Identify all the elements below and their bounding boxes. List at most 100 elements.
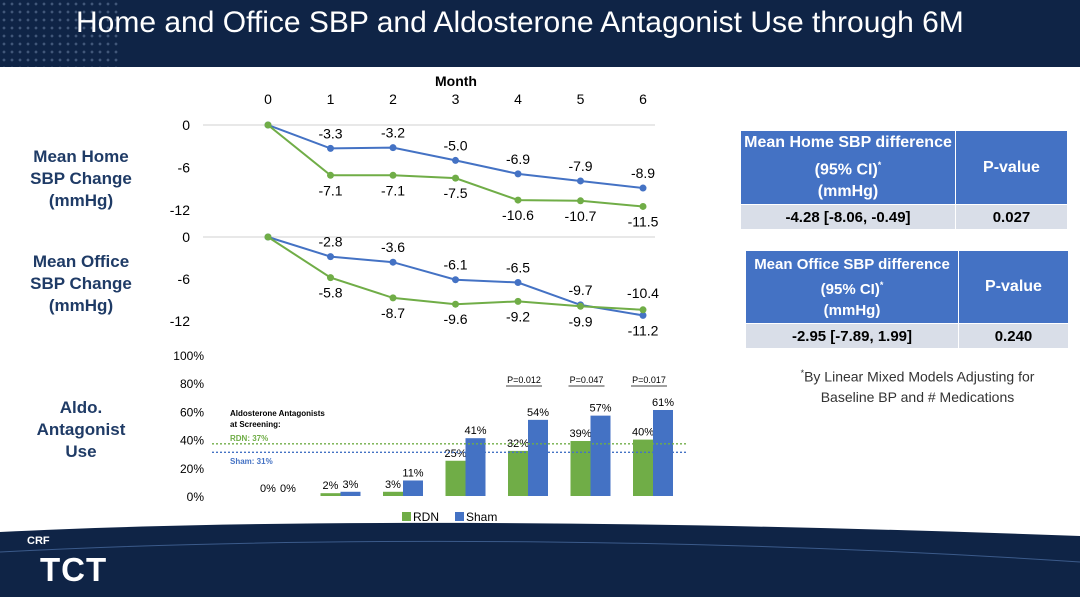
baseline-heading: Aldosterone Antagonists bbox=[230, 409, 325, 418]
bar-sham bbox=[590, 415, 611, 496]
bar-ytick-label: 0% bbox=[187, 490, 205, 504]
home-rdn-point bbox=[577, 197, 584, 205]
office-ytick-label: 0 bbox=[182, 229, 190, 245]
legend-rdn-swatch bbox=[402, 512, 411, 521]
tct-logo: TCT bbox=[40, 551, 108, 588]
bar-sham bbox=[528, 419, 548, 496]
office-rdn-data-label: -8.7 bbox=[381, 305, 405, 321]
home-rdn-point bbox=[389, 171, 397, 179]
month-tick-label: 6 bbox=[639, 91, 647, 107]
row-label-office: Mean Office SBP Change (mmHg) bbox=[30, 252, 132, 315]
row-label-home: Mean Home SBP Change (mmHg) bbox=[30, 147, 132, 210]
bar-rdn bbox=[445, 460, 466, 496]
home-sham-point bbox=[327, 144, 334, 152]
footer-wave-decoration bbox=[0, 522, 1080, 563]
month-tick-label: 3 bbox=[452, 91, 460, 107]
office-sham-data-label: -11.2 bbox=[628, 322, 659, 338]
office-sham-data-label: -3.6 bbox=[381, 239, 405, 255]
home-sham-data-label: -6.9 bbox=[506, 151, 530, 167]
header-bar bbox=[0, 0, 1080, 67]
crf-logo: CRF bbox=[27, 535, 50, 547]
office-sham-point bbox=[514, 279, 522, 286]
home-diff-value: -4.28 [-8.06, -0.49] bbox=[740, 204, 956, 231]
bar-sham-data-label: 3% bbox=[343, 479, 359, 491]
bar-sham-data-label: 41% bbox=[464, 425, 486, 437]
footnote-star: * bbox=[800, 368, 805, 378]
sham-baseline-label: Sham: 31% bbox=[230, 457, 273, 466]
office-sham-point bbox=[639, 311, 647, 319]
office-pvalue: 0.240 bbox=[958, 323, 1069, 349]
home-sham-point bbox=[577, 177, 584, 185]
office-header-text: Mean Office SBP difference (95% CI) bbox=[754, 255, 950, 298]
home-sbp-table: Mean Home SBP difference (95% CI)* (mmHg… bbox=[740, 129, 1068, 231]
home-pvalue: 0.027 bbox=[955, 204, 1068, 231]
home-rdn-data-label: -7.1 bbox=[318, 182, 342, 198]
office-table-header: Mean Office SBP difference (95% CI)* (mm… bbox=[745, 250, 959, 324]
pvalue-label: P=0.017 bbox=[632, 375, 666, 385]
office-sham-point bbox=[452, 276, 459, 284]
office-rdn-data-label: -10.4 bbox=[627, 285, 659, 301]
office-sbp-table: Mean Office SBP difference (95% CI)* (mm… bbox=[745, 250, 1069, 349]
office-sham-data-label: -6.1 bbox=[443, 257, 467, 273]
header-dots-decoration bbox=[0, 0, 120, 67]
home-sham-data-label: -7.9 bbox=[568, 158, 592, 174]
office-sham-point bbox=[389, 258, 397, 266]
office-ytick-label: -6 bbox=[178, 271, 191, 287]
bar-sham bbox=[403, 480, 423, 496]
month-tick-label: 4 bbox=[514, 91, 522, 107]
office-sham-data-label: -2.8 bbox=[318, 234, 342, 250]
month-tick-label: 0 bbox=[264, 91, 272, 107]
bar-sham-data-label: 11% bbox=[402, 467, 423, 479]
bar-rdn-data-label: 32% bbox=[507, 438, 529, 450]
home-rdn-data-label: -11.5 bbox=[628, 213, 659, 229]
home-rdn-data-label: -10.7 bbox=[565, 208, 597, 224]
home-rdn-data-label: -10.6 bbox=[502, 207, 534, 223]
home-ytick-label: -6 bbox=[178, 160, 191, 176]
bar-sham-data-label: 54% bbox=[527, 407, 549, 419]
bar-sham-data-label: 0% bbox=[280, 483, 296, 495]
bar-sham-data-label: 57% bbox=[589, 403, 611, 415]
bar-sham-data-label: 61% bbox=[652, 397, 674, 409]
office-rdn-point bbox=[577, 302, 584, 310]
office-rdn-point bbox=[639, 306, 647, 314]
office-rdn-data-label: -5.8 bbox=[318, 285, 342, 301]
bar-rdn-data-label: 3% bbox=[385, 479, 401, 491]
office-rdn-data-label: -9.2 bbox=[506, 308, 530, 324]
bar-ytick-label: 40% bbox=[180, 434, 204, 448]
home-rdn-point bbox=[264, 121, 272, 129]
row-label-aldo: Aldo. Antagonist Use bbox=[36, 398, 126, 461]
month-tick-label: 2 bbox=[389, 91, 397, 107]
office-header-star: * bbox=[879, 279, 884, 290]
baseline-heading-2: at Screening: bbox=[230, 420, 281, 429]
legend-sham-label: Sham bbox=[466, 510, 497, 524]
month-tick-label: 1 bbox=[327, 91, 335, 107]
office-rdn-data-label: -9.6 bbox=[443, 311, 467, 327]
bar-rdn bbox=[383, 491, 403, 496]
footnote-text: By Linear Mixed Models Adjusting for Bas… bbox=[804, 368, 1035, 405]
home-ytick-label: 0 bbox=[182, 117, 190, 133]
bar-rdn-data-label: 39% bbox=[569, 428, 591, 440]
home-rdn-point bbox=[327, 171, 334, 179]
home-sham-data-label: -3.2 bbox=[381, 125, 405, 141]
month-axis-title: Month bbox=[435, 73, 477, 89]
bar-rdn-data-label: 2% bbox=[323, 480, 339, 492]
home-sham-data-label: -5.0 bbox=[443, 137, 467, 153]
office-sham-data-label: -6.5 bbox=[506, 260, 530, 276]
bar-ytick-label: 60% bbox=[180, 405, 204, 419]
footer-bar bbox=[0, 522, 1080, 597]
office-rdn-point bbox=[452, 300, 459, 308]
office-rdn-point bbox=[264, 233, 272, 241]
home-sham-point bbox=[452, 156, 459, 164]
bar-rdn bbox=[633, 439, 653, 496]
pvalue-label: P=0.012 bbox=[507, 375, 541, 385]
office-sham-data-label: -9.7 bbox=[568, 282, 592, 298]
bar-sham bbox=[653, 409, 673, 496]
office-diff-value: -2.95 [-7.89, 1.99] bbox=[745, 323, 959, 349]
bar-sham bbox=[465, 438, 486, 496]
bar-sham bbox=[340, 491, 361, 496]
home-pvalue-header: P-value bbox=[955, 129, 1068, 206]
home-rdn-data-label: -7.1 bbox=[381, 182, 405, 198]
bar-rdn-data-label: 0% bbox=[260, 483, 276, 495]
bar-ytick-label: 100% bbox=[173, 349, 204, 363]
office-pvalue-header: P-value bbox=[958, 250, 1069, 324]
